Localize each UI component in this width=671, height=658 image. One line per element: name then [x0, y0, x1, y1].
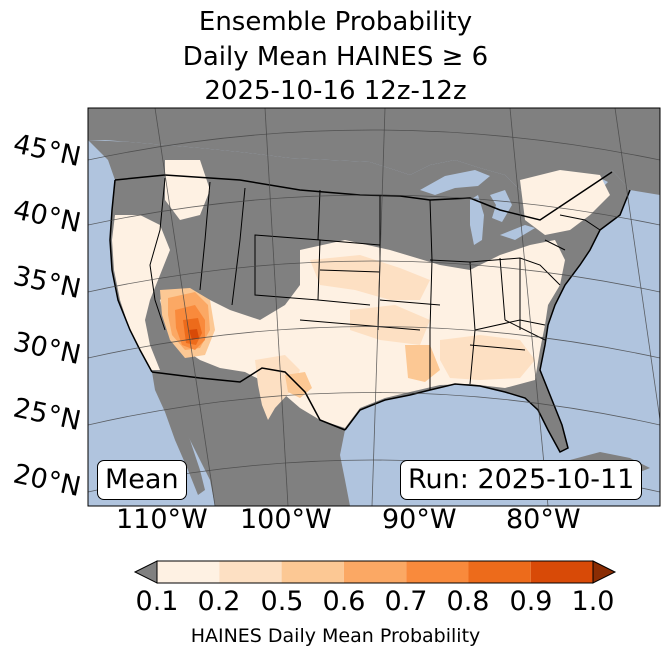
lat-label-30: 30°N [11, 327, 84, 371]
lat-label-20: 20°N [11, 459, 84, 503]
colorbar [133, 560, 617, 584]
title-line-1: Ensemble Probability [198, 7, 473, 37]
colorbar-bin-6 [468, 561, 531, 583]
lon-label-80w: 80°W [506, 504, 581, 535]
colorbar-tick-4: 0.7 [384, 586, 428, 617]
map-frame [87, 107, 661, 507]
lon-label-110w: 110°W [116, 504, 208, 535]
colorbar-bin-7 [530, 561, 594, 583]
colorbar-over-arrow [592, 560, 617, 584]
title-line-3: 2025-10-16 12z-12z [204, 76, 467, 106]
latitude-labels: 45°N 40°N 35°N 30°N 25°N 20°N [11, 129, 84, 503]
colorbar-tick-5: 0.8 [446, 586, 490, 617]
lon-label-100w: 100°W [240, 504, 332, 535]
lat-label-35: 35°N [11, 261, 84, 305]
lon-label-90w: 90°W [382, 504, 457, 535]
mexico-border [151, 367, 346, 431]
lat-label-40: 40°N [11, 195, 84, 239]
colorbar-bin-4 [343, 561, 407, 583]
map-content [88, 108, 660, 506]
colorbar-tick-2: 0.5 [260, 586, 304, 617]
land-canada [88, 108, 660, 215]
colorbar-tick-1: 0.2 [197, 586, 241, 617]
colorbar-bin-5 [406, 561, 469, 583]
probability-fill [112, 160, 610, 428]
lat-label-25: 25°N [11, 393, 84, 437]
lat-label-45: 45°N [11, 129, 84, 173]
colorbar-label: HAINES Daily Mean Probability [190, 625, 481, 647]
colorbar-frame [156, 560, 594, 584]
colorbar-tick-7: 1.0 [571, 586, 615, 617]
title-line-2: Daily Mean HAINES ≥ 6 [182, 42, 489, 72]
run-date-box: Run: 2025-10-11 [400, 460, 643, 500]
state-borders [149, 177, 601, 390]
colorbar-tick-0: 0.1 [135, 586, 179, 617]
colorbar-under-arrow [133, 560, 158, 584]
mean-label-box: Mean [97, 460, 187, 500]
colorbar-tick-3: 0.6 [322, 586, 366, 617]
colorbar-bin-3 [281, 561, 344, 583]
land-baja [152, 372, 205, 495]
colorbar-tick-6: 0.9 [509, 586, 553, 617]
colorbar-bin-1 [157, 561, 220, 583]
colorbar-bin-2 [219, 561, 282, 583]
